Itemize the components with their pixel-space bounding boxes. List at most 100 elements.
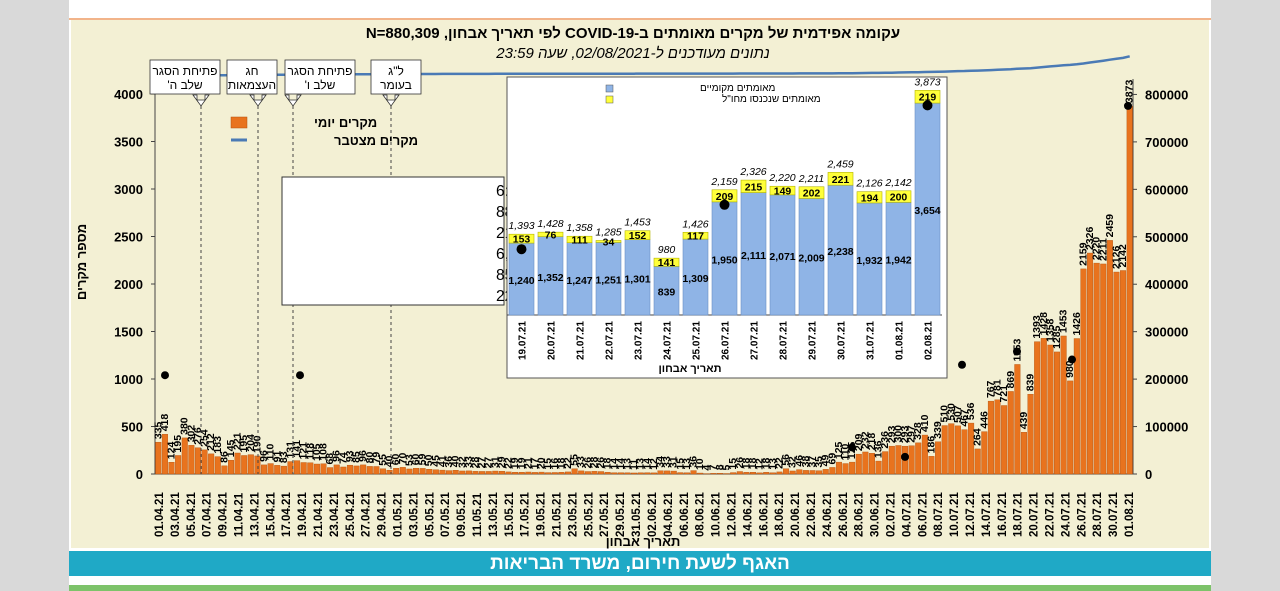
inset-x-tick-label: 27.07.21 <box>750 321 761 360</box>
bar-value-label: 18 <box>760 457 772 469</box>
daily-bar <box>598 471 605 475</box>
bar-value-label: 221 <box>232 432 244 450</box>
bar-value-label: 980 <box>1064 360 1076 378</box>
x-tick-label: 19.04.21 <box>297 492 309 537</box>
marker-dot <box>1124 101 1132 110</box>
inset-bar-abroad <box>653 257 680 267</box>
daily-bar <box>538 471 545 475</box>
bar-value-label: 183 <box>212 436 224 454</box>
x-tick-label: 05.05.21 <box>424 492 436 537</box>
y-axis-title: מספר מקרים <box>74 224 89 300</box>
bar-value-label: 2211 <box>1097 238 1109 261</box>
daily-bar <box>201 449 208 475</box>
x-tick-label: 13.05.21 <box>488 492 500 537</box>
bar-value-label: 3873 <box>1124 80 1136 104</box>
daily-bar <box>591 471 598 475</box>
daily-bar <box>697 472 704 475</box>
daily-bar <box>340 466 347 475</box>
daily-bar <box>168 462 175 475</box>
inset-abroad-label: 209 <box>716 191 734 203</box>
daily-bar <box>756 472 763 475</box>
bar-value-label: 7 <box>707 464 719 470</box>
x-tick-label: 24.07.21 <box>1060 492 1072 537</box>
inset-local-label: 3,654 <box>914 205 940 217</box>
bar-value-label: 536 <box>965 402 977 420</box>
daily-bar <box>895 445 902 475</box>
bar-value-label: 18 <box>555 457 567 469</box>
bar-value-label: 11 <box>628 459 640 470</box>
annotation-text: פתיחת הסגר <box>153 64 218 78</box>
daily-bar <box>710 473 717 475</box>
daily-bar <box>194 447 201 475</box>
daily-bar <box>234 452 241 475</box>
daily-bar <box>1047 344 1054 475</box>
annotation-text-line2: שלב ו' <box>305 78 336 92</box>
daily-bar <box>644 472 651 475</box>
daily-bar <box>650 472 657 475</box>
daily-bar <box>1027 394 1034 475</box>
daily-bar <box>155 441 162 475</box>
y2-tick-label: 500000 <box>1145 230 1188 245</box>
daily-bar <box>842 463 849 475</box>
inset-x-tick-label: 20.07.21 <box>547 321 558 360</box>
bar-value-label: 186 <box>925 436 937 454</box>
bar-value-label: 839 <box>1025 374 1037 392</box>
y-tick-label: 4000 <box>114 87 143 102</box>
y2-tick-label: 400000 <box>1145 277 1188 292</box>
inset-bar-local <box>508 242 535 316</box>
daily-bar <box>657 470 664 475</box>
annotation-text: חג <box>246 64 259 78</box>
marker-dot <box>901 452 909 461</box>
x-tick-label: 29.05.21 <box>615 492 627 537</box>
daily-bar <box>1100 263 1107 475</box>
x-tick-label: 10.06.21 <box>711 492 723 537</box>
main-chart: 0 500 1000 1500 2000 2500 3000 3500 4000 0 100000 2… <box>74 55 1188 549</box>
inset-local-label: 1,309 <box>682 273 708 285</box>
bar-value-label: 110 <box>265 443 277 460</box>
y-tick-label: 0 <box>136 467 143 482</box>
bar-value-label: 8 <box>714 464 726 470</box>
bar-value-label: 16 <box>549 458 561 470</box>
bar-value-label: 70 <box>397 453 409 465</box>
daily-bar <box>505 471 512 475</box>
daily-bar <box>571 468 578 475</box>
daily-bar <box>214 456 221 475</box>
daily-bar <box>954 425 961 475</box>
bar-value-label: 35 <box>813 456 825 468</box>
inset-bar-local <box>856 202 883 316</box>
x-tick-label: 20.07.21 <box>1029 492 1041 537</box>
daily-bar <box>1014 364 1021 475</box>
daily-bar <box>439 469 446 475</box>
daily-bar <box>987 400 994 475</box>
inset-x-tick-label: 30.07.21 <box>837 321 848 360</box>
inset-x-tick-label: 28.07.21 <box>779 321 790 360</box>
bar-value-label: 21 <box>522 457 534 469</box>
daily-bar <box>941 425 948 475</box>
daily-bar <box>604 472 611 475</box>
y-tick-label: 3000 <box>114 182 143 197</box>
inset-x-tick-label: 29.07.21 <box>808 321 819 360</box>
bar-value-label: 49 <box>820 455 832 467</box>
daily-bar <box>928 456 935 475</box>
bar-value-label: 96 <box>258 450 270 462</box>
bar-value-label: 1393 <box>1031 315 1043 339</box>
daily-bar <box>525 471 532 475</box>
inset-marker-dot <box>719 199 730 210</box>
daily-bar <box>868 453 875 475</box>
annotation-arrow <box>284 94 302 107</box>
daily-bar <box>981 431 988 475</box>
inset-abroad-label: 194 <box>861 192 879 204</box>
daily-bar <box>419 468 426 475</box>
bar-value-label: 53 <box>403 454 415 466</box>
x-tick-label: 25.04.21 <box>345 492 357 537</box>
annotation-box <box>370 59 422 95</box>
x-tick-label: 21.04.21 <box>313 492 325 537</box>
inset-local-label: 2,111 <box>741 250 766 262</box>
daily-bar <box>908 445 915 475</box>
daily-bar <box>835 461 842 475</box>
bar-value-label: 767 <box>985 380 997 398</box>
bar-value-label: 96 <box>357 450 369 462</box>
marker-dot <box>1013 347 1021 356</box>
inset-abroad-label: 219 <box>919 92 937 104</box>
